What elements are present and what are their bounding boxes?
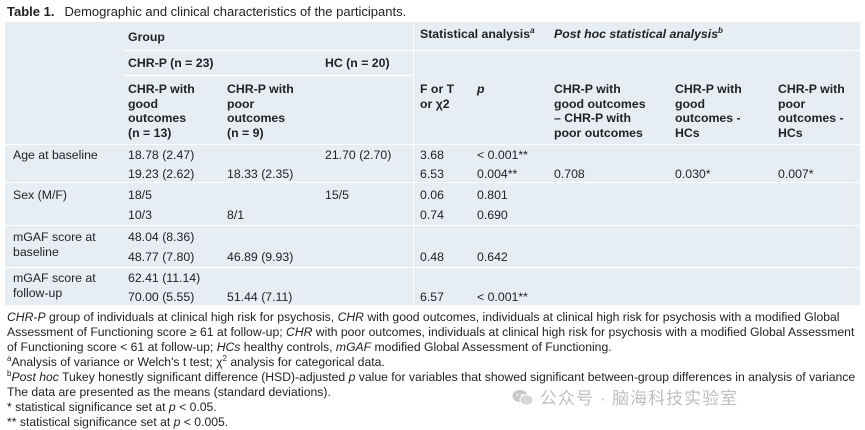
cell-age-p-a: < 0.001** bbox=[477, 148, 528, 162]
cell-age-f-a: 3.68 bbox=[420, 148, 444, 162]
footnote-b: bPost hoc Tukey honestly significant dif… bbox=[7, 368, 856, 384]
footnote-single-star: * statistical significance set at p < 0.… bbox=[7, 400, 217, 414]
cell-mgaf-followup-f: 6.57 bbox=[420, 290, 444, 304]
header-post-hoc: Post hoc statistical analysisb bbox=[554, 25, 723, 41]
cell-mgaf-followup-p: < 0.001** bbox=[477, 290, 528, 304]
cell-age-good-a: 18.78 (2.47) bbox=[128, 148, 195, 162]
header-posthoc-poor-hc: CHR-P with poor outcomes - HCs bbox=[778, 82, 845, 140]
cell-mgaf-followup-good-a: 62.41 (11.14) bbox=[128, 271, 201, 285]
divider bbox=[123, 75, 413, 76]
cell-age-hc: 21.70 (2.70) bbox=[325, 148, 392, 162]
header-statistical-analysis: Statistical analysisa bbox=[420, 25, 535, 41]
header-posthoc-good-poor: CHR-P with good outcomes – CHR-P with poor … bbox=[554, 82, 646, 140]
footnote-means: The data are presented as the means (sta… bbox=[7, 385, 331, 399]
cell-mgaf-baseline-p: 0.642 bbox=[477, 250, 508, 264]
cell-age-ph3: 0.007* bbox=[778, 167, 814, 181]
row-label-age: Age at baseline bbox=[13, 148, 98, 162]
header-chrp: CHR-P (n = 23) bbox=[128, 56, 214, 70]
cell-age-f-b: 6.53 bbox=[420, 167, 444, 181]
header-chrp-good: CHR-P with good outcomes (n = 13) bbox=[128, 82, 195, 140]
cell-age-p-b: 0.004** bbox=[477, 167, 518, 181]
row-label-mgaf-followup: mGAF score at follow-up bbox=[13, 271, 96, 300]
divider bbox=[5, 267, 860, 268]
cell-age-ph2: 0.030* bbox=[675, 167, 711, 181]
table-footnotes: CHR-P group of individuals at clinical h… bbox=[7, 310, 856, 429]
cell-sex-hc: 15/5 bbox=[325, 188, 349, 202]
table-title: Demographic and clinical characteristics… bbox=[64, 4, 407, 19]
cell-age-good-b: 19.23 (2.62) bbox=[128, 167, 195, 181]
divider bbox=[5, 182, 860, 183]
header-posthoc-good-hc: CHR-P with good outcomes - HCs bbox=[675, 82, 742, 140]
divider bbox=[123, 50, 413, 51]
cell-mgaf-baseline-good-a: 48.04 (8.36) bbox=[128, 230, 195, 244]
header-p: p bbox=[477, 82, 485, 96]
data-table: Group Statistical analysisa Post hoc sta… bbox=[5, 22, 860, 305]
cell-sex-f-a: 0.06 bbox=[420, 188, 444, 202]
cell-mgaf-baseline-f: 0.48 bbox=[420, 250, 444, 264]
row-label-sex: Sex (M/F) bbox=[13, 188, 67, 202]
cell-age-poor: 18.33 (2.35) bbox=[227, 167, 294, 181]
cell-mgaf-followup-poor: 51.44 (7.11) bbox=[227, 290, 293, 304]
header-chrp-poor: CHR-P with poor outcomes (n = 9) bbox=[227, 82, 294, 140]
watermark: 公众号 · 脑海科技实验室 bbox=[512, 384, 738, 409]
table-caption: Table 1. Demographic and clinical charact… bbox=[7, 4, 406, 19]
cell-sex-poor: 8/1 bbox=[227, 208, 245, 222]
cell-sex-good-b: 10/3 bbox=[128, 208, 152, 222]
cell-mgaf-followup-good-b: 70.00 (5.55) bbox=[128, 290, 195, 304]
cell-sex-p-a: 0.801 bbox=[477, 188, 508, 202]
cell-mgaf-baseline-good-b: 48.77 (7.80) bbox=[128, 250, 195, 264]
wechat-icon bbox=[512, 390, 534, 406]
cell-mgaf-baseline-poor: 46.89 (9.93) bbox=[227, 250, 294, 264]
table-label: Table 1. bbox=[7, 4, 55, 19]
cell-sex-good-a: 18/5 bbox=[128, 188, 152, 202]
divider bbox=[413, 22, 414, 305]
footnote-a: aAnalysis of variance or Welch's t test;… bbox=[7, 353, 385, 369]
footnote-double-star: ** statistical significance set at p < 0… bbox=[7, 415, 229, 429]
footnote-abbreviations: CHR-P group of individuals at clinical h… bbox=[7, 310, 840, 324]
cell-age-ph1: 0.708 bbox=[554, 167, 585, 181]
cell-sex-p-b: 0.690 bbox=[477, 208, 508, 222]
header-group: Group bbox=[128, 30, 165, 44]
cell-sex-f-b: 0.74 bbox=[420, 208, 444, 222]
header-hc: HC (n = 20) bbox=[325, 56, 390, 70]
row-label-mgaf-baseline: mGAF score at baseline bbox=[13, 230, 96, 259]
divider bbox=[5, 225, 860, 226]
divider bbox=[413, 50, 860, 51]
divider bbox=[5, 144, 860, 145]
